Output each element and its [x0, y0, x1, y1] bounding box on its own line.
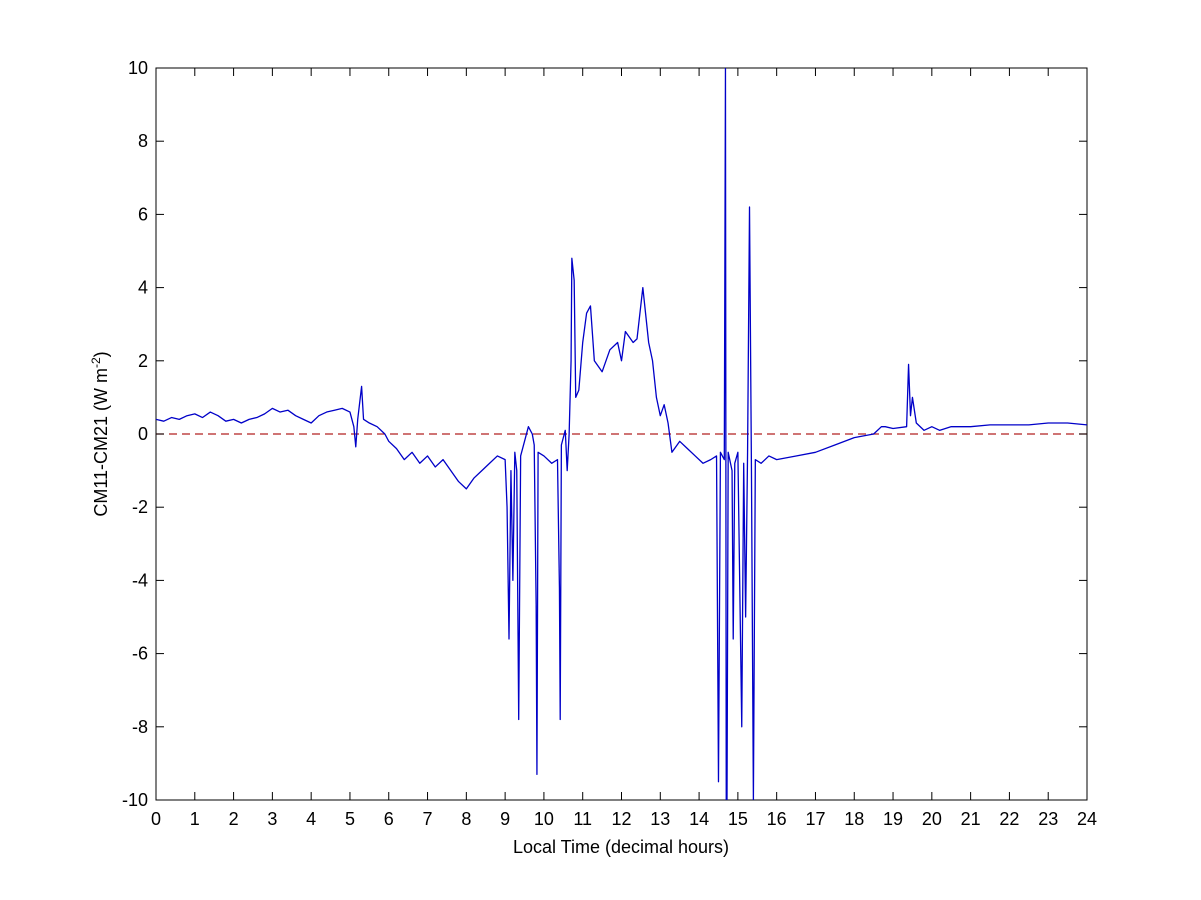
plot-area: [155, 67, 1088, 801]
x-axis-label: Local Time (decimal hours): [513, 837, 729, 857]
x-tick-label: 5: [345, 809, 355, 829]
x-tick-label: 2: [229, 809, 239, 829]
x-tick-label: 10: [534, 809, 554, 829]
y-label-sup: -2: [89, 357, 103, 368]
x-tick-label: 1: [190, 809, 200, 829]
plot-layer: [156, 68, 1087, 800]
x-tick-label: 11: [573, 809, 592, 829]
y-label-suffix: ): [91, 351, 111, 357]
y-label-text: CM11-CM21 (W m: [91, 368, 111, 517]
x-tick-label: 16: [767, 809, 787, 829]
x-tick-label: 0: [151, 809, 161, 829]
x-tick-label: 4: [306, 809, 316, 829]
x-tick-label: 24: [1077, 809, 1097, 829]
axes: 0 1 2 3 4 5 6 7 8 9 10 11 12 13 14 15 16 17 18 19 20 21 22 23 24…: [122, 58, 1097, 829]
x-tick-label: 13: [650, 809, 670, 829]
y-tick-label: -4: [132, 570, 148, 590]
data-line: [156, 68, 1087, 800]
x-tick-label: 7: [423, 809, 433, 829]
x-tick-label: 12: [611, 809, 631, 829]
x-tick-label: 22: [999, 809, 1019, 829]
y-tick-label: -8: [132, 717, 148, 737]
y-tick-label: 2: [138, 351, 148, 371]
x-tick-label: 18: [844, 809, 864, 829]
x-tick-label: 17: [805, 809, 825, 829]
x-tick-label: 19: [883, 809, 903, 829]
y-tick-label: 4: [138, 278, 148, 298]
y-tick-label: 6: [138, 204, 148, 224]
y-tick-label: 10: [128, 58, 148, 78]
x-tick-label: 9: [500, 809, 510, 829]
x-tick-label: 23: [1038, 809, 1058, 829]
x-tick-label: 6: [384, 809, 394, 829]
x-tick-label: 21: [961, 809, 981, 829]
x-tick-label: 15: [728, 809, 748, 829]
y-tick-label: -2: [132, 497, 148, 517]
y-tick-label: 0: [138, 424, 148, 444]
y-axis-label: CM11-CM21 (W m-2): [89, 351, 111, 516]
x-tick-label: 20: [922, 809, 942, 829]
y-tick-label: -6: [132, 644, 148, 664]
x-tick-label: 14: [689, 809, 709, 829]
x-tick-label: 8: [461, 809, 471, 829]
x-tick-label: 3: [267, 809, 277, 829]
y-tick-label: 8: [138, 131, 148, 151]
y-tick-label: -10: [122, 790, 148, 810]
